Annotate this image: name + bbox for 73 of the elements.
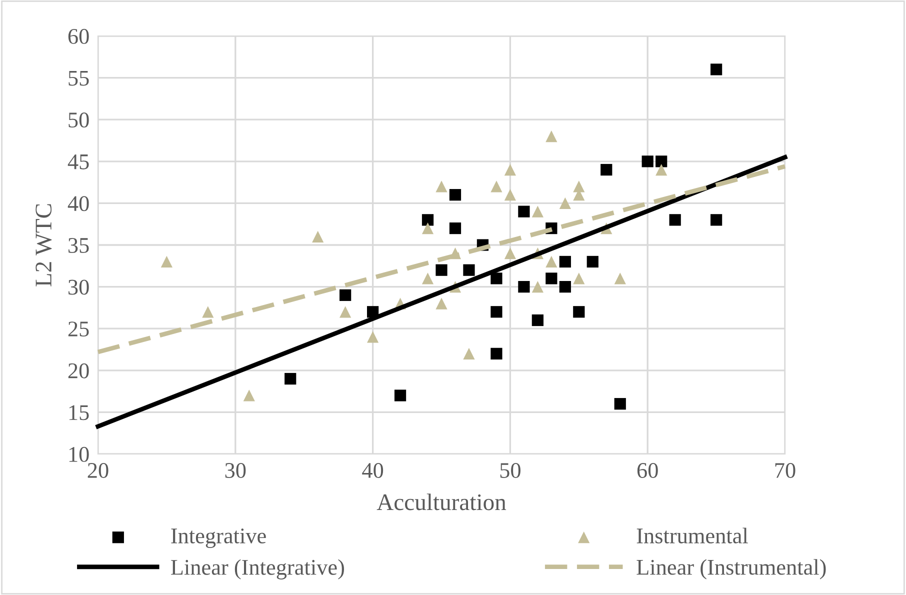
point xyxy=(422,222,434,234)
point xyxy=(160,256,173,268)
x-tick-label: 20 xyxy=(88,462,108,478)
y-tick-label: 55 xyxy=(68,70,89,86)
point xyxy=(463,264,475,276)
y-tick-label: 50 xyxy=(68,112,89,128)
point xyxy=(532,206,544,218)
y-tick-label: 35 xyxy=(68,238,89,253)
x-tick-label: 30 xyxy=(225,462,246,478)
point xyxy=(504,189,516,201)
point xyxy=(490,180,502,192)
point xyxy=(546,130,558,142)
x-tick-label: 60 xyxy=(637,462,658,478)
legend-label: Linear (Integrative) xyxy=(171,559,344,580)
point xyxy=(518,280,530,293)
point xyxy=(463,348,475,360)
point xyxy=(490,306,502,318)
point xyxy=(436,264,448,276)
point xyxy=(573,306,585,318)
y-tick-label: 10 xyxy=(69,446,89,462)
point xyxy=(710,214,722,226)
point xyxy=(614,272,626,284)
point xyxy=(546,256,558,268)
point xyxy=(436,298,448,310)
y-tick-label: 15 xyxy=(69,405,89,420)
point xyxy=(642,156,654,168)
y-tick-label: 40 xyxy=(68,196,89,212)
point xyxy=(422,214,434,226)
point xyxy=(312,230,324,242)
y-tick-label: 25 xyxy=(68,322,89,337)
point xyxy=(490,272,502,284)
point xyxy=(532,280,544,293)
point xyxy=(656,164,668,176)
point xyxy=(546,272,558,284)
x-tick-label: 70 xyxy=(775,462,796,478)
point xyxy=(518,206,530,218)
point xyxy=(559,256,571,268)
y-tick-label: 30 xyxy=(68,280,89,295)
y-tick-label: 45 xyxy=(68,154,89,170)
point xyxy=(490,348,502,360)
point xyxy=(559,280,571,293)
point xyxy=(449,189,462,201)
point xyxy=(340,289,352,301)
point xyxy=(504,164,516,176)
legend-label: Integrative xyxy=(171,528,266,548)
point xyxy=(504,248,516,260)
y-tick-label: 60 xyxy=(68,28,89,44)
point xyxy=(449,222,462,234)
point xyxy=(710,64,722,76)
point xyxy=(573,272,585,284)
point xyxy=(614,398,626,410)
point xyxy=(422,272,434,284)
point xyxy=(202,306,214,318)
legend-label: Linear (Instrumental) xyxy=(636,559,826,580)
legend-label: Instrumental xyxy=(636,528,748,544)
point xyxy=(573,180,585,192)
x-tick-label: 40 xyxy=(362,462,384,478)
x-axis-title: Acculturation xyxy=(376,494,506,510)
point xyxy=(669,214,681,226)
point xyxy=(366,331,379,343)
x-tick-label: 50 xyxy=(500,462,520,478)
point xyxy=(394,390,406,402)
point xyxy=(284,372,296,385)
y-tick-label: 20 xyxy=(68,363,89,378)
y-axis-title: L2 WTC xyxy=(36,204,52,286)
point xyxy=(559,197,571,210)
point xyxy=(656,156,668,168)
point xyxy=(243,390,255,402)
point xyxy=(586,256,598,268)
point xyxy=(436,180,448,192)
point xyxy=(532,314,544,326)
point xyxy=(600,164,612,176)
point xyxy=(340,306,352,318)
